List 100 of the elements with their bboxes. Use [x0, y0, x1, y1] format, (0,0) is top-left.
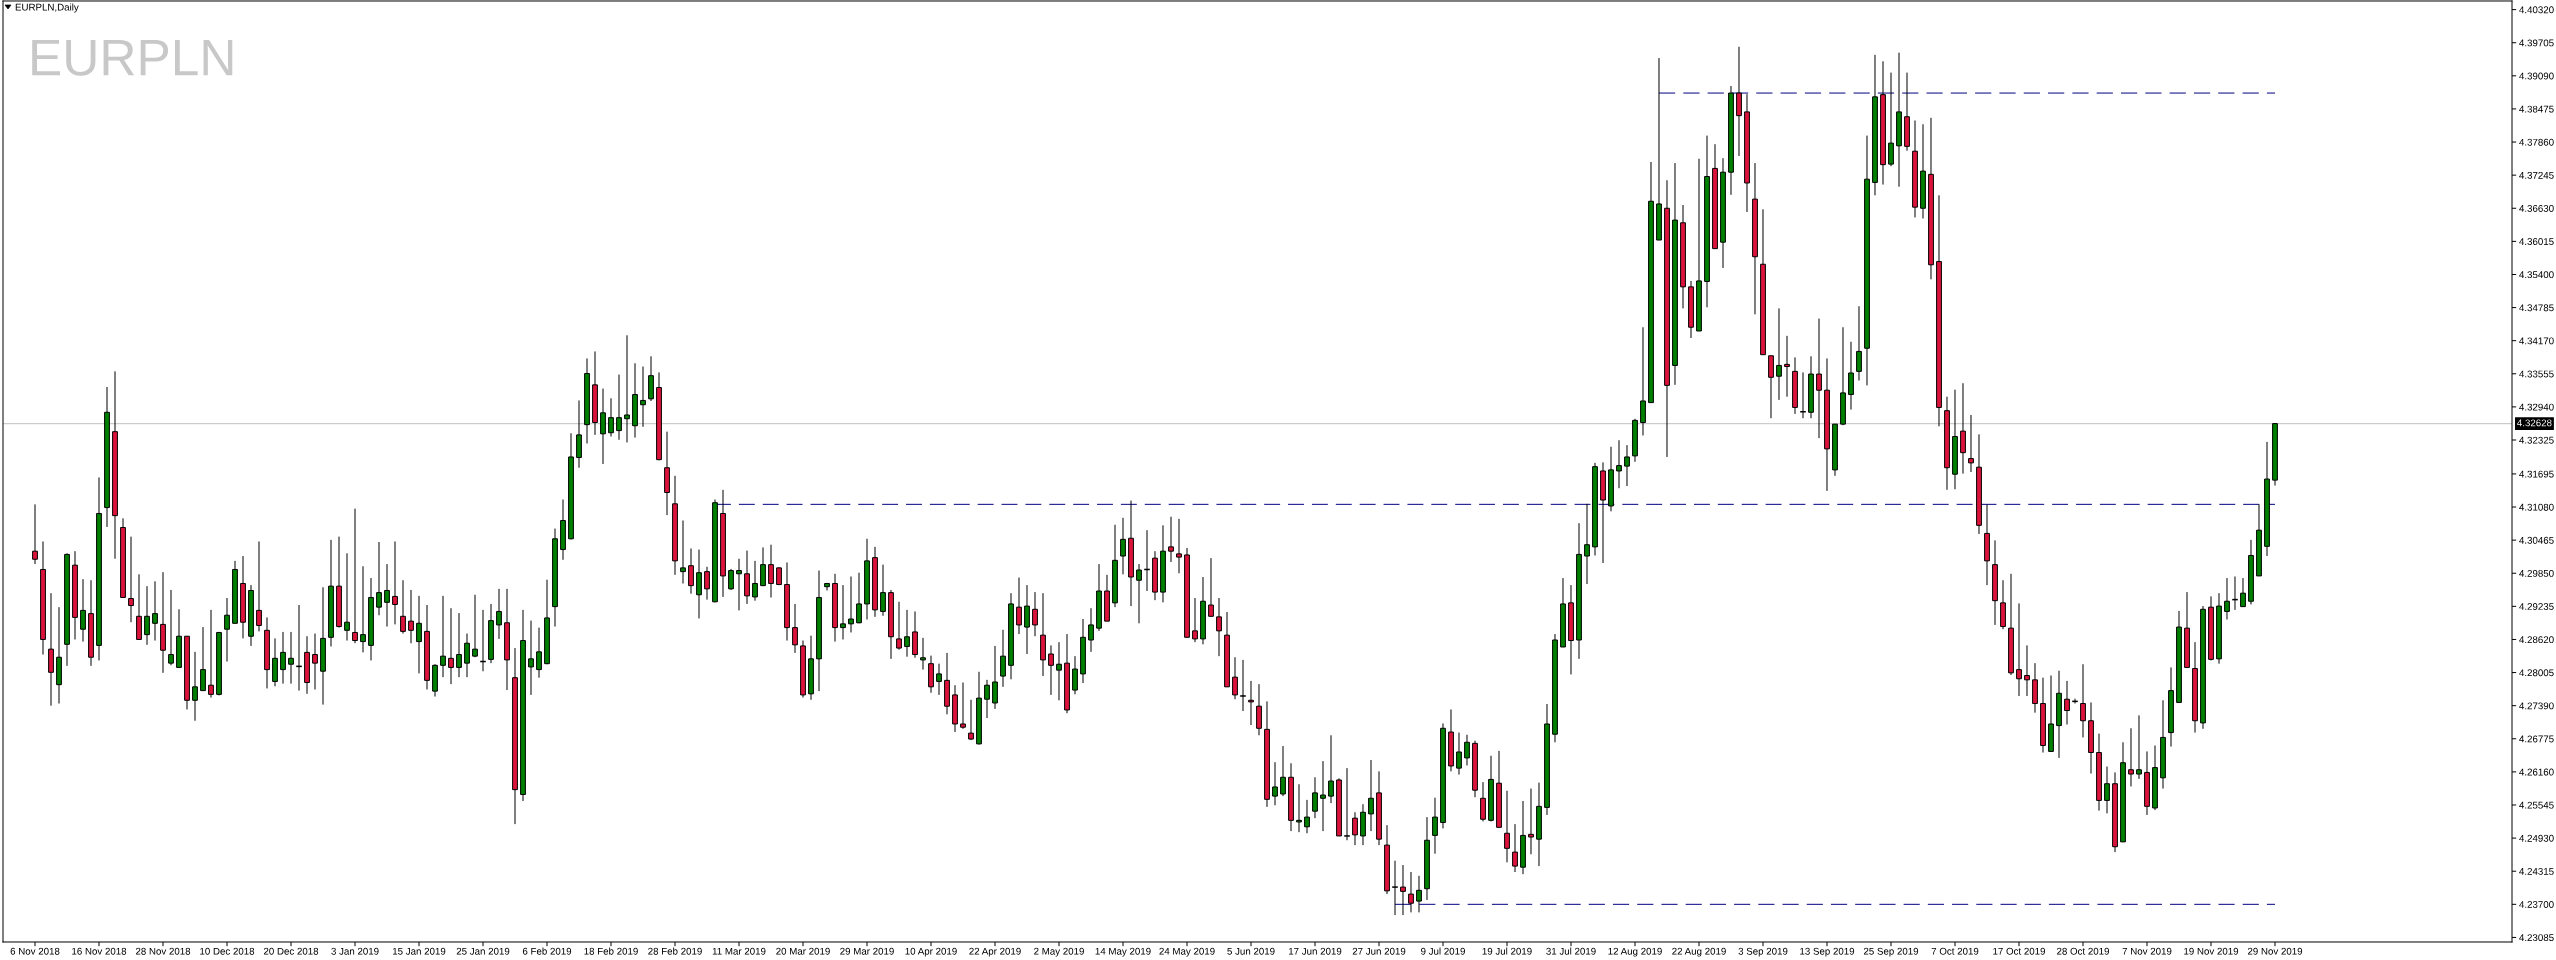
candlestick [272, 637, 278, 687]
y-tick-label: 4.29850 [2519, 569, 2554, 577]
y-tick-label: 4.26160 [2519, 768, 2554, 776]
candlestick [352, 508, 358, 644]
candlestick [1624, 444, 1630, 487]
candlestick [1280, 745, 1286, 797]
y-tick-label: 4.35400 [2519, 271, 2554, 279]
candlestick [1400, 864, 1406, 916]
y-tick-label: 4.28620 [2519, 636, 2554, 644]
y-tick-label: 4.27390 [2519, 702, 2554, 710]
candlestick [960, 682, 966, 730]
candlestick [856, 572, 862, 624]
y-tick-label: 4.32940 [2519, 403, 2554, 411]
candlestick [1000, 629, 1006, 688]
candlestick [928, 655, 934, 694]
candlestick [32, 503, 38, 565]
y-tick-label: 4.26775 [2519, 735, 2554, 743]
candlestick [736, 558, 742, 611]
y-tick-label: 4.33555 [2519, 370, 2554, 378]
candlestick [1848, 341, 1854, 411]
candlestick [1480, 781, 1486, 822]
candlestick [848, 575, 854, 633]
x-tick-label: 15 Jan 2019 [392, 947, 446, 955]
candlestick [1736, 46, 1742, 157]
candlestick [576, 399, 582, 469]
x-tick-label: 19 Jul 2019 [1482, 947, 1532, 955]
candlestick [288, 631, 294, 685]
x-tick-label: 31 Jul 2019 [1546, 947, 1596, 955]
x-tick-label: 19 Nov 2019 [2184, 947, 2239, 955]
y-tick-label: 4.34170 [2519, 337, 2554, 345]
candlestick [840, 584, 846, 640]
candlestick [2000, 579, 2006, 630]
candlestick [1192, 597, 1198, 643]
candlestick [1216, 597, 1222, 657]
candlestick [1391, 860, 1399, 916]
candlestick [2016, 602, 2022, 697]
candlestick [128, 536, 134, 623]
candlestick [472, 594, 478, 658]
candlestick [1960, 382, 1966, 475]
candlestick [1272, 761, 1278, 806]
x-tick-label: 13 Sep 2019 [1800, 947, 1855, 957]
x-tick-label: 3 Sep 2019 [1738, 947, 1788, 957]
candlestick [1024, 584, 1030, 655]
candlestick [464, 633, 470, 678]
candlestick [1016, 577, 1022, 635]
candlestick [1968, 414, 1974, 473]
candlestick [688, 547, 694, 595]
candlestick [1304, 799, 1310, 834]
x-tick-label: 25 Jan 2019 [456, 947, 510, 955]
candlestick [1048, 644, 1054, 696]
candlestick [392, 540, 398, 625]
chart-title: EURPLN,Daily [15, 3, 79, 13]
candlestick [728, 568, 734, 591]
candlestick [1232, 656, 1238, 700]
y-tick-label: 4.40320 [2519, 6, 2554, 14]
x-tick-label: 7 Nov 2019 [2122, 947, 2172, 955]
y-tick-label: 4.34785 [2519, 304, 2554, 312]
candlestick [2128, 727, 2134, 787]
candlestick [616, 374, 622, 441]
candlestick [1464, 734, 1470, 766]
candlestick [1816, 318, 1822, 439]
candlestick [200, 626, 206, 692]
x-tick-label: 28 Oct 2019 [2057, 947, 2110, 955]
ref-line-label: 4.32628 [2517, 419, 2552, 427]
candlestick [48, 592, 54, 707]
candlestick [1088, 607, 1094, 653]
candlestick [136, 573, 142, 640]
y-tick-label: 4.31080 [2519, 503, 2554, 511]
candlestick [768, 544, 774, 598]
candlestick [1176, 518, 1182, 574]
x-tick-label: 12 Aug 2019 [1608, 947, 1662, 957]
candlestick [224, 597, 230, 663]
candlestick [400, 579, 406, 635]
y-tick-label: 4.32325 [2519, 436, 2554, 444]
candlestick [696, 549, 702, 619]
y-tick-label: 4.37245 [2519, 171, 2554, 179]
candlestick [648, 355, 654, 402]
x-tick-label: 7 Oct 2019 [1931, 947, 1979, 955]
x-tick-label: 29 Nov 2019 [2247, 947, 2303, 955]
candlestick [600, 388, 606, 465]
candlestick [880, 564, 886, 617]
x-tick-label: 11 Mar 2019 [712, 947, 766, 955]
x-tick-label: 2 May 2019 [1034, 947, 1084, 957]
candlestick [536, 627, 542, 679]
candlestick [2136, 714, 2142, 780]
x-tick-label: 20 Dec 2018 [263, 947, 319, 955]
x-tick-label: 3 Jan 2019 [331, 947, 379, 955]
candlestick [1416, 875, 1422, 913]
x-tick-label: 28 Nov 2018 [135, 947, 191, 955]
candlestick [2032, 662, 2038, 714]
y-tick-label: 4.39090 [2519, 72, 2554, 80]
candlestick [624, 334, 630, 443]
x-tick-label: 5 Jun 2019 [1227, 947, 1275, 955]
candlestick [1168, 516, 1174, 563]
candlestick [360, 565, 366, 653]
x-tick-label: 14 May 2019 [1095, 947, 1151, 957]
candlestick [920, 637, 926, 671]
candlestick [760, 546, 766, 587]
candlestick [1032, 591, 1038, 637]
x-tick-label: 22 Apr 2019 [969, 947, 1021, 957]
